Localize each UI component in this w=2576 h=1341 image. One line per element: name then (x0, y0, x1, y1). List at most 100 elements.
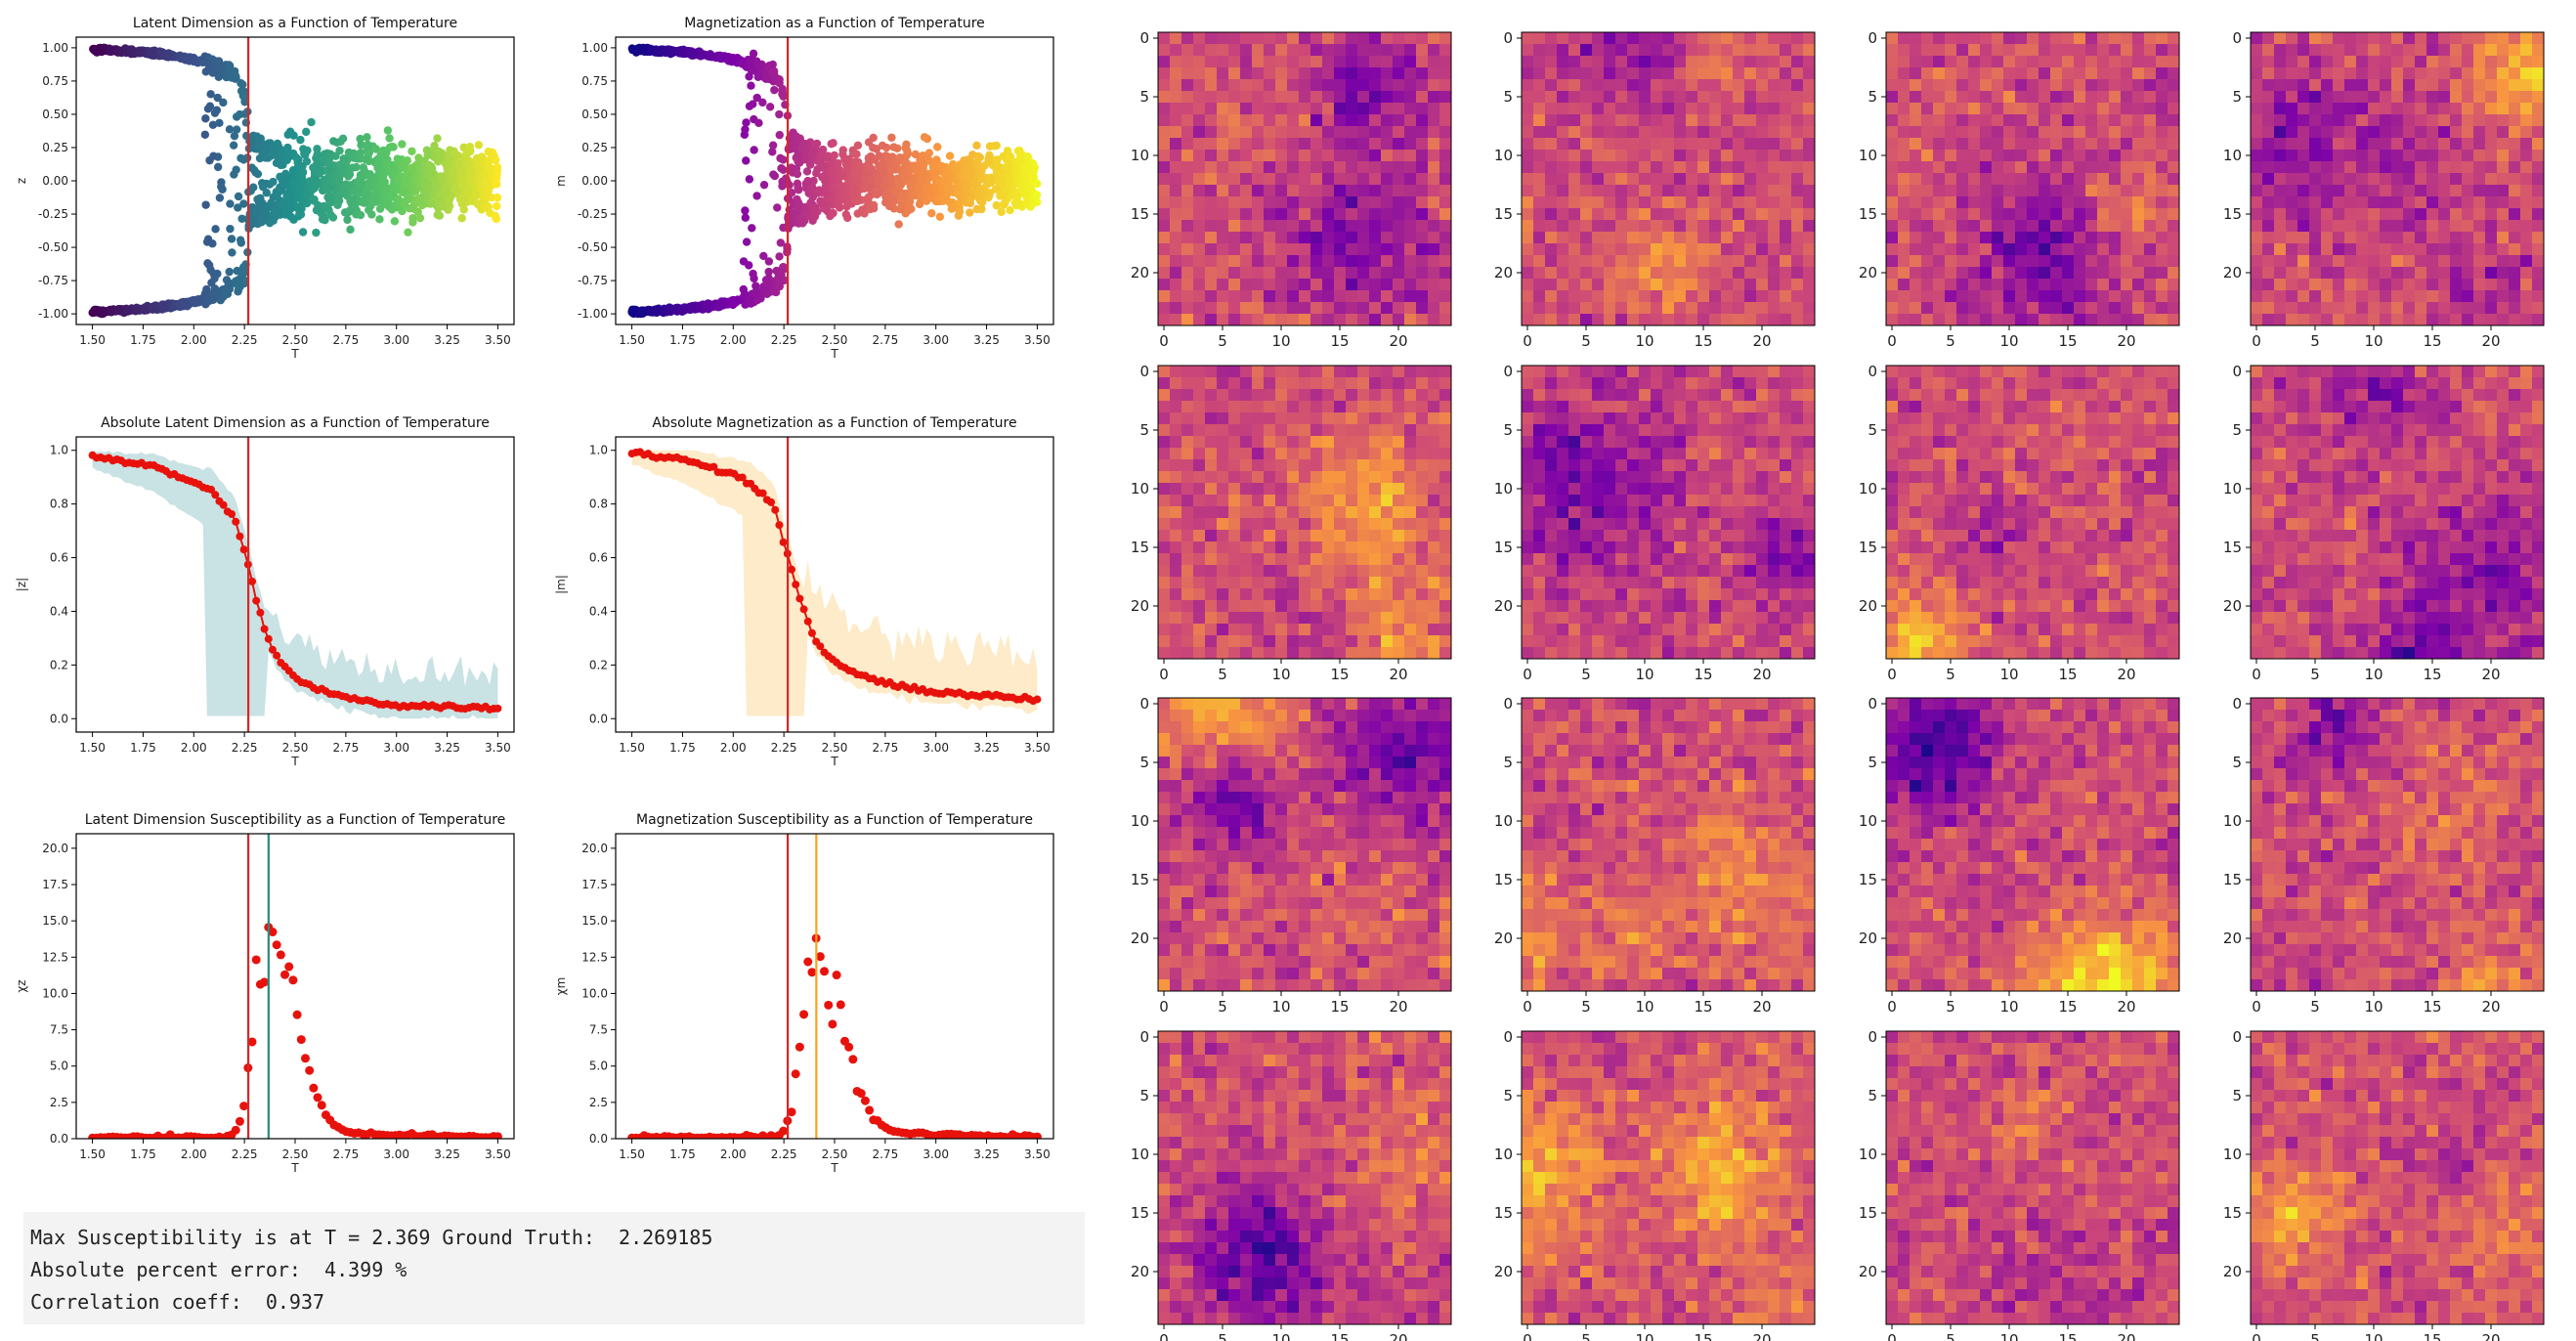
latent-point (378, 172, 388, 181)
output-percent-error: Absolute percent error: 4.399 % (30, 1258, 408, 1281)
magnet-point (742, 118, 751, 127)
latent-point (483, 178, 492, 187)
heatmap-xtick-label: 20 (1389, 666, 1407, 683)
latent-point (217, 178, 226, 187)
magnet-point (1028, 199, 1037, 209)
sus_magnet-xtick-label: 3.00 (923, 1147, 949, 1161)
abs_latent-xtick-label: 3.50 (485, 741, 511, 755)
magnet-point (894, 220, 903, 229)
latent-point (214, 72, 224, 82)
sus_latent-xtick-label: 3.25 (434, 1147, 460, 1161)
latent-point (225, 267, 234, 277)
latent-point (361, 154, 370, 164)
magnet-point (1023, 165, 1032, 175)
magnet-point (798, 140, 808, 150)
magnet-point (835, 201, 843, 210)
latent-point (453, 159, 463, 168)
magnet-point (770, 85, 779, 95)
abs_magnet-xtick-label: 3.25 (973, 741, 1000, 755)
latent-point (371, 173, 380, 182)
latent-ytick-label: 1.00 (42, 41, 68, 55)
sus_magnet-point (791, 1069, 800, 1079)
abs_magnet-ytick-label: 0.2 (589, 658, 608, 671)
heatmap-frame (1885, 1030, 2180, 1325)
latent-point (491, 211, 499, 221)
latent-point (375, 204, 385, 213)
magnet-point (1021, 198, 1031, 208)
heatmap-xtick-label: 0 (1523, 666, 1532, 683)
magnet-point (1013, 147, 1023, 155)
magnet-point (793, 195, 801, 204)
magnet-point (993, 162, 1003, 171)
heatmap-xtick-label: 0 (2252, 332, 2261, 350)
heatmap-ytick-label: 5 (1139, 88, 1149, 106)
sus_magnet-point (836, 1000, 845, 1010)
heatmap-ytick-label: 10 (1131, 1146, 1149, 1163)
magnet-point (853, 141, 863, 150)
latent-point (459, 195, 469, 204)
heatmap-xtick-label: 5 (1581, 332, 1591, 350)
latent-point (234, 203, 242, 212)
magnet-point (875, 151, 883, 160)
magnet-point (899, 195, 908, 204)
magnet-point (874, 174, 883, 184)
latent-point (158, 301, 167, 311)
heatmap-ytick-label: 20 (1131, 264, 1149, 281)
magnet-point (895, 204, 905, 214)
latent-xtick-label: 2.25 (232, 333, 258, 347)
magnet-point (768, 141, 778, 150)
heatmap-xtick-label: 0 (1887, 332, 1897, 350)
magnet-ytick-label: 0.75 (581, 74, 608, 88)
magnet-point (943, 185, 952, 194)
abs_magnet-xtick-label: 2.75 (872, 741, 898, 755)
heatmap-ytick-label: 10 (1859, 147, 1877, 164)
abs_magnet-point (792, 581, 800, 589)
magnet-point (986, 176, 996, 186)
heatmap-ytick-label: 20 (1131, 930, 1149, 947)
abs_magnet-xtick-label: 3.00 (923, 741, 949, 755)
magnet-point (823, 152, 832, 161)
magnet-point (903, 146, 912, 155)
heatmap-14: 0 5 10 15 20 0 5 10 15 20 (1494, 1028, 1816, 1341)
abs_latent-xtick-label: 2.75 (332, 741, 359, 755)
latent-point (312, 153, 321, 162)
latent-point (273, 209, 281, 218)
heatmap-ytick-label: 15 (1131, 1204, 1149, 1222)
latent-point (180, 299, 189, 309)
latent-point (433, 157, 443, 166)
sus_magnet-point (828, 1019, 837, 1029)
sus_magnet-point (848, 1055, 858, 1064)
heatmap-xtick-label: 5 (1218, 666, 1227, 683)
sus_latent-ytick-label: 20.0 (42, 842, 68, 855)
latent-point (341, 180, 351, 189)
magnet-point (955, 191, 964, 200)
latent-point (133, 48, 143, 58)
magnet-point (741, 213, 751, 222)
heatmap-ytick-label: 5 (1139, 1087, 1149, 1104)
magnet-point (828, 167, 837, 177)
abs_magnet-xtick-label: 2.50 (822, 741, 848, 755)
sus_latent-ytick-label: 15.0 (42, 914, 68, 928)
magnet-point (779, 89, 788, 98)
magnet-point (941, 176, 950, 186)
heatmap-xtick-label: 20 (1389, 332, 1407, 350)
latent-point (221, 285, 230, 295)
latent-point (447, 176, 456, 186)
abs_latent-xlabel: T (290, 755, 299, 768)
latent-point (98, 308, 107, 317)
latent-point (391, 185, 400, 194)
heatmap-xtick-label: 0 (2252, 1331, 2261, 1341)
magnet-point (1005, 176, 1014, 185)
latent-point (90, 305, 100, 315)
latent-point (295, 206, 304, 215)
latent-point (190, 297, 199, 306)
latent-point (163, 52, 172, 61)
latent-point (357, 141, 365, 150)
abs_latent-xtick-label: 3.00 (383, 741, 409, 755)
magnet-point (760, 285, 769, 295)
latent-point (484, 163, 493, 172)
heatmap-ytick-label: 15 (1859, 205, 1877, 223)
latent-point (262, 179, 271, 189)
abs_magnet-ytick-label: 0.6 (589, 551, 608, 565)
chart-magnet: 1.50 1.75 2.00 2.25 2.50 2.75 3.00 3.25 3.50 -1.0… (554, 16, 1054, 361)
